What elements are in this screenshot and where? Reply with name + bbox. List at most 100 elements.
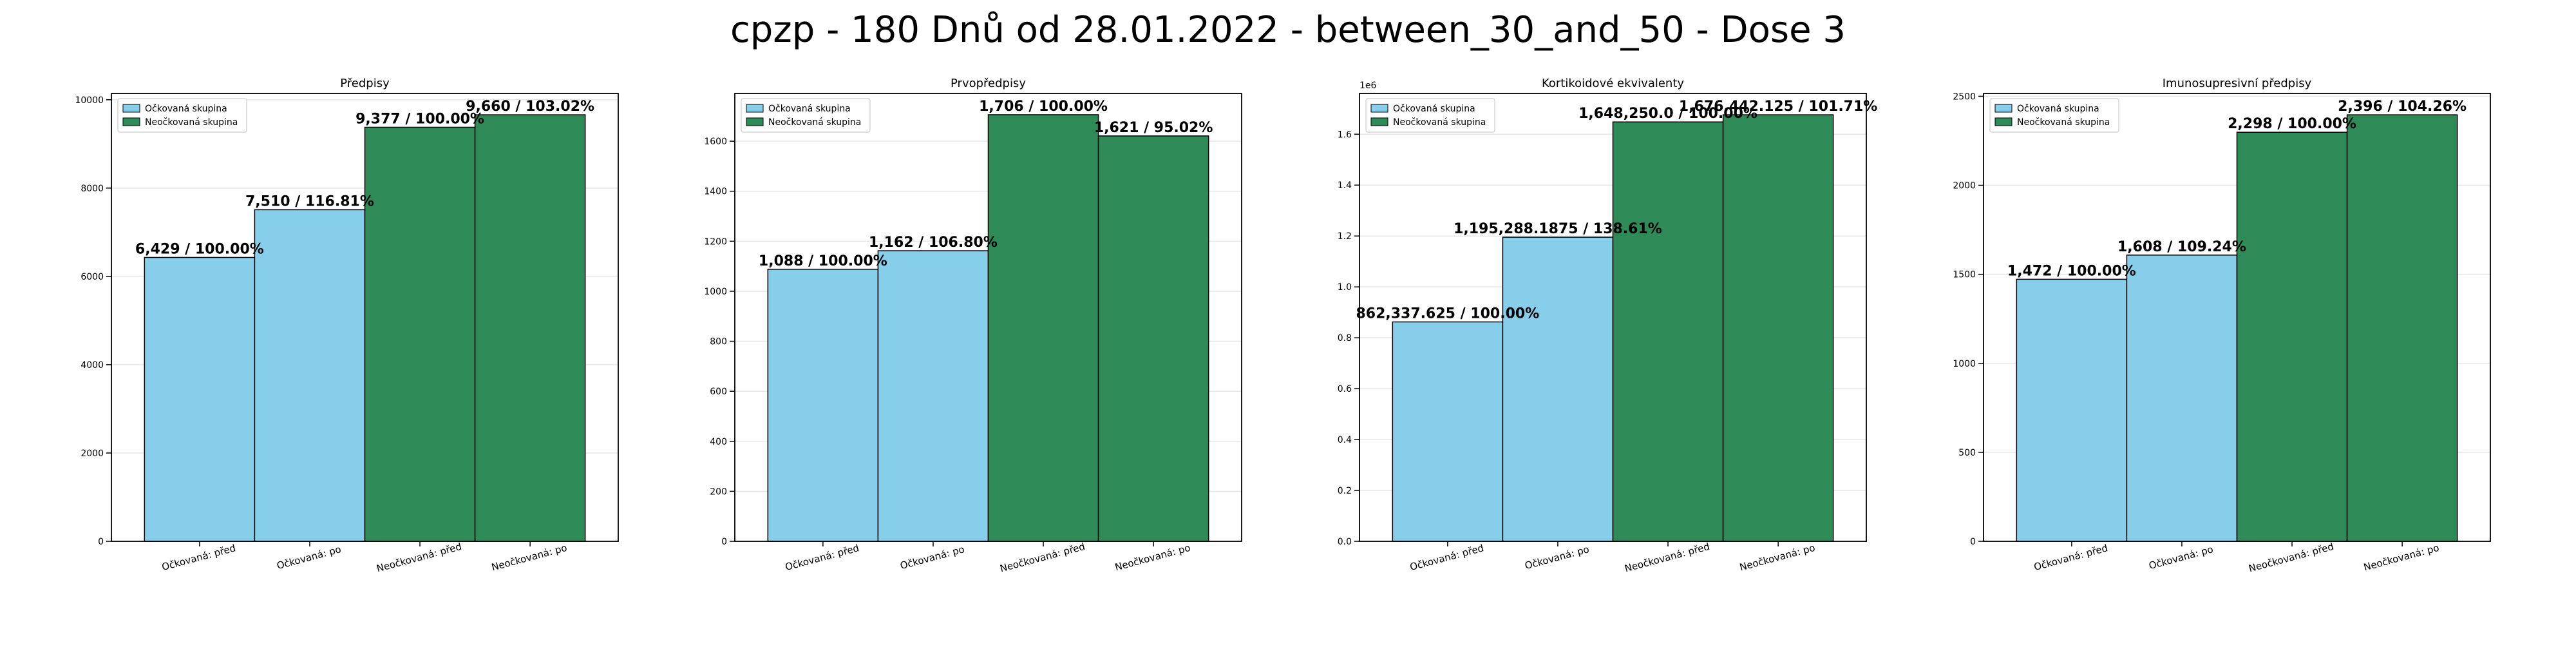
legend-swatch-unvaccinated (1994, 117, 2012, 126)
y-tick-label: 0.4 (1338, 435, 1352, 445)
bar-value-label: 2,396 / 104.26% (2338, 99, 2467, 115)
y-tick-label: 6000 (80, 272, 104, 282)
bar-value-label: 862,337.625 / 100.00% (1356, 306, 1539, 322)
x-tick-label: Očkovaná: před (160, 542, 237, 573)
y-tick-label: 0.2 (1338, 486, 1352, 496)
y-tick-label: 0 (98, 537, 104, 547)
y-tick-label: 600 (710, 387, 727, 397)
x-tick-label: Neočkovaná: před (999, 541, 1086, 575)
bar-value-label: 6,429 / 100.00% (135, 241, 264, 257)
chart-panel-2: 0 200 400 600 800 1000 1200 1400 1600 1,088 / 100… (704, 77, 1242, 574)
bar-value-label: 1,195,288.1875 / 138.61% (1454, 221, 1662, 237)
axes-frame (1359, 93, 1867, 542)
y-tick-label: 400 (710, 437, 727, 447)
bar-3 (1612, 121, 1724, 542)
bar-value-label: 9,377 / 100.00% (355, 111, 484, 127)
legend-box (741, 98, 871, 133)
bar-1 (2016, 278, 2128, 542)
bar-2 (2126, 255, 2238, 542)
x-tick-label: Očkovaná: po (1524, 543, 1591, 572)
legend-swatch-unvaccinated (746, 117, 764, 126)
x-tick-label: Očkovaná: před (784, 542, 860, 573)
x-tick-label: Očkovaná: po (2148, 543, 2215, 572)
x-tick-label: Neočkovaná: po (2362, 542, 2440, 574)
y-tick-label: 10000 (75, 95, 104, 106)
bar-3 (364, 126, 476, 542)
legend-label-unvaccinated: Neočkovaná skupina (1393, 117, 1486, 128)
bar-2 (1502, 237, 1614, 542)
legend-box (117, 98, 247, 133)
y-tick-label: 0.0 (1338, 537, 1352, 547)
bar-4 (1097, 135, 1209, 542)
chart-title: Imunosupresivní předpisy (2163, 77, 2312, 90)
y-tick-label: 1.6 (1338, 130, 1352, 140)
bar-1 (144, 256, 256, 542)
y-axis-exponent: 1e6 (1359, 81, 1377, 91)
x-tick-label: Neočkovaná: před (2248, 541, 2335, 575)
legend-swatch-unvaccinated (122, 117, 140, 126)
bar-value-label: 1,676,442.125 / 101.71% (1679, 99, 1877, 115)
x-tick-label: Neočkovaná: po (490, 542, 568, 574)
legend-swatch-unvaccinated (1370, 117, 1388, 126)
legend-box (1365, 98, 1495, 133)
y-tick-label: 1000 (704, 287, 727, 297)
y-tick-label: 2000 (1953, 181, 1976, 191)
figure-title: cpzp - 180 Dnů od 28.01.2022 - between_3… (730, 9, 1846, 51)
y-tick-label: 2000 (80, 449, 104, 459)
y-tick-label: 1600 (704, 137, 727, 147)
y-tick-label: 800 (710, 337, 727, 347)
legend-label-vaccinated: Očkovaná skupina (2017, 104, 2099, 114)
y-tick-label: 1.0 (1338, 282, 1352, 293)
y-tick-label: 1000 (1953, 359, 1976, 369)
chart-panel-3: 0.0 0.2 0.4 0.6 0.8 1.0 1.2 1.4 1.6 1e6 862,337.62… (1338, 77, 1878, 574)
y-tick-label: 1.4 (1338, 180, 1352, 191)
chart-title: Prvopředpisy (951, 77, 1026, 90)
bar-1 (767, 269, 879, 542)
legend-swatch-vaccinated (1994, 104, 2012, 113)
y-tick-label: 8000 (80, 184, 104, 194)
x-tick-label: Neočkovaná: po (1738, 542, 1816, 574)
y-tick-label: 0.8 (1338, 333, 1352, 343)
bar-value-label: 1,648,250.0 / 100.00% (1578, 106, 1757, 122)
legend-label-unvaccinated: Neočkovaná skupina (2017, 117, 2110, 128)
bar-2 (877, 250, 989, 542)
bar-value-label: 1,088 / 100.00% (759, 253, 887, 269)
legend-swatch-vaccinated (746, 104, 764, 113)
x-tick-label: Neočkovaná: před (375, 541, 463, 575)
bar-value-label: 1,472 / 100.00% (2007, 263, 2136, 279)
chart-panel-4: 0 500 1000 1500 2000 2500 1,472 / 100.00% 1,608… (1953, 77, 2491, 575)
bar-value-label: 9,660 / 103.02% (466, 99, 594, 115)
legend-label-unvaccinated: Neočkovaná skupina (768, 117, 861, 128)
legend-swatch-vaccinated (122, 104, 140, 113)
legend-box (1989, 98, 2119, 133)
bar-3 (987, 114, 1099, 542)
bar-value-label: 1,608 / 109.24% (2117, 239, 2246, 255)
chart-title: Předpisy (340, 77, 390, 90)
bar-value-label: 1,162 / 106.80% (869, 235, 998, 251)
bar-value-label: 1,621 / 95.02% (1094, 120, 1213, 136)
y-tick-label: 1.2 (1338, 231, 1352, 242)
y-tick-label: 1400 (704, 187, 727, 197)
legend-label-unvaccinated: Neočkovaná skupina (145, 117, 238, 128)
x-tick-label: Očkovaná: po (899, 543, 966, 572)
legend-label-vaccinated: Očkovaná skupina (145, 104, 227, 114)
axes-frame (111, 93, 619, 542)
bar-value-label: 7,510 / 116.81% (245, 193, 374, 209)
y-tick-label: 200 (710, 487, 727, 497)
legend-label-vaccinated: Očkovaná skupina (1393, 104, 1475, 114)
x-tick-label: Očkovaná: po (276, 543, 343, 572)
bar-4 (1722, 114, 1834, 542)
x-tick-label: Očkovaná: před (2032, 542, 2109, 573)
bar-1 (1392, 321, 1504, 542)
bar-value-label: 2,298 / 100.00% (2228, 116, 2356, 132)
y-tick-label: 0 (721, 537, 727, 547)
axes-frame (734, 93, 1242, 542)
axes-frame (1983, 93, 2491, 542)
y-tick-label: 0 (1970, 537, 1976, 547)
chart-title: Kortikoidové ekvivalenty (1542, 77, 1684, 90)
y-tick-label: 0.6 (1338, 384, 1352, 394)
x-tick-label: Očkovaná: před (1408, 542, 1485, 573)
bar-3 (2236, 131, 2348, 542)
